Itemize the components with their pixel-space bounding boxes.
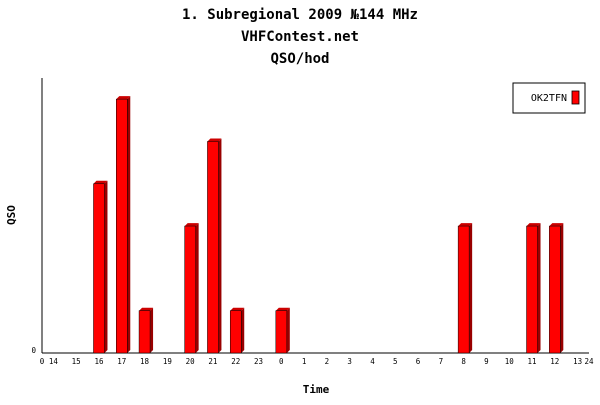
x-tick-label: 10 <box>505 357 515 366</box>
x-axis-label: Time <box>303 383 330 396</box>
bar-front <box>184 225 196 354</box>
x-tick-label: 6 <box>416 357 421 366</box>
bar-front <box>275 310 288 354</box>
x-tick-label: 13 <box>573 357 582 366</box>
x-tick-label: 2 <box>325 357 330 366</box>
bar-side <box>195 223 199 353</box>
bar-top <box>549 223 564 227</box>
bar <box>275 307 290 354</box>
x-tick-label: 15 <box>72 357 81 366</box>
bar <box>229 307 245 354</box>
bar-top <box>139 307 154 311</box>
bar <box>138 307 154 354</box>
bar-front <box>229 310 242 354</box>
bar-top <box>230 307 245 311</box>
bar-top <box>526 223 541 227</box>
x-start-label: 0 <box>40 357 45 366</box>
bar-front <box>138 310 151 354</box>
legend: OK2TFN <box>512 82 586 114</box>
x-tick-label: 16 <box>94 357 104 366</box>
x-tick-label: 21 <box>208 357 217 366</box>
bar <box>207 138 222 354</box>
bar <box>184 223 199 354</box>
bar-top <box>207 138 222 142</box>
y-zero-label: 0 <box>31 346 36 355</box>
bar-front <box>549 225 561 354</box>
bar-front <box>93 183 105 354</box>
x-tick-label: 4 <box>370 357 375 366</box>
x-tick-label: 14 <box>49 357 59 366</box>
chart-title: 1. Subregional 2009 №144 MHz <box>182 7 418 23</box>
bar <box>549 223 564 354</box>
x-tick-label: 0 <box>279 357 284 366</box>
bar-side <box>241 307 245 353</box>
bar-front <box>457 225 470 354</box>
x-tick-label: 7 <box>439 357 444 366</box>
x-tick-label: 12 <box>550 357 559 366</box>
bar-side <box>537 223 541 353</box>
x-tick-label: 20 <box>186 357 196 366</box>
bar-side <box>218 138 222 353</box>
bar <box>526 223 541 354</box>
x-tick-label: 23 <box>254 357 263 366</box>
legend-label: OK2TFN <box>531 93 567 104</box>
bars-group <box>93 96 564 354</box>
bar-top <box>116 96 131 100</box>
x-tick-label: 19 <box>163 357 172 366</box>
bar <box>457 223 473 354</box>
x-tick-label: 22 <box>231 357 240 366</box>
x-tick-label: 17 <box>117 357 126 366</box>
bar-top <box>275 307 290 311</box>
bar <box>93 180 108 354</box>
bar-side <box>150 307 154 353</box>
bar-side <box>286 307 290 353</box>
bar <box>116 96 131 354</box>
bar-top <box>184 223 199 227</box>
x-end-label: 24 <box>584 357 594 366</box>
bar-front <box>207 141 219 354</box>
bar-side <box>104 180 108 353</box>
x-tick-label: 1 <box>302 357 307 366</box>
x-tick-label: 5 <box>393 357 398 366</box>
bar-front <box>526 225 538 354</box>
x-tick-label: 9 <box>484 357 489 366</box>
y-axis-label: QSO <box>5 205 18 225</box>
x-tick-label: 11 <box>528 357 537 366</box>
chart-subtitle-unit: QSO/hod <box>270 51 329 67</box>
bar-top <box>93 180 108 184</box>
bar-side <box>560 223 564 353</box>
bar-side <box>469 223 473 353</box>
x-tick-label: 8 <box>461 357 466 366</box>
x-tick-label: 3 <box>347 357 352 366</box>
chart-subtitle: VHFContest.net <box>241 29 359 45</box>
legend-swatch <box>571 90 580 105</box>
x-tick-label: 18 <box>140 357 150 366</box>
bar-side <box>127 96 131 354</box>
x-ticks-group: 14 15 16 17 18 19 20 21 22 23 0 1 2 3 4 5 6 7 8 9 10 11 12 13 <box>49 357 582 366</box>
bar-top <box>458 223 473 227</box>
bar-front <box>116 98 128 354</box>
